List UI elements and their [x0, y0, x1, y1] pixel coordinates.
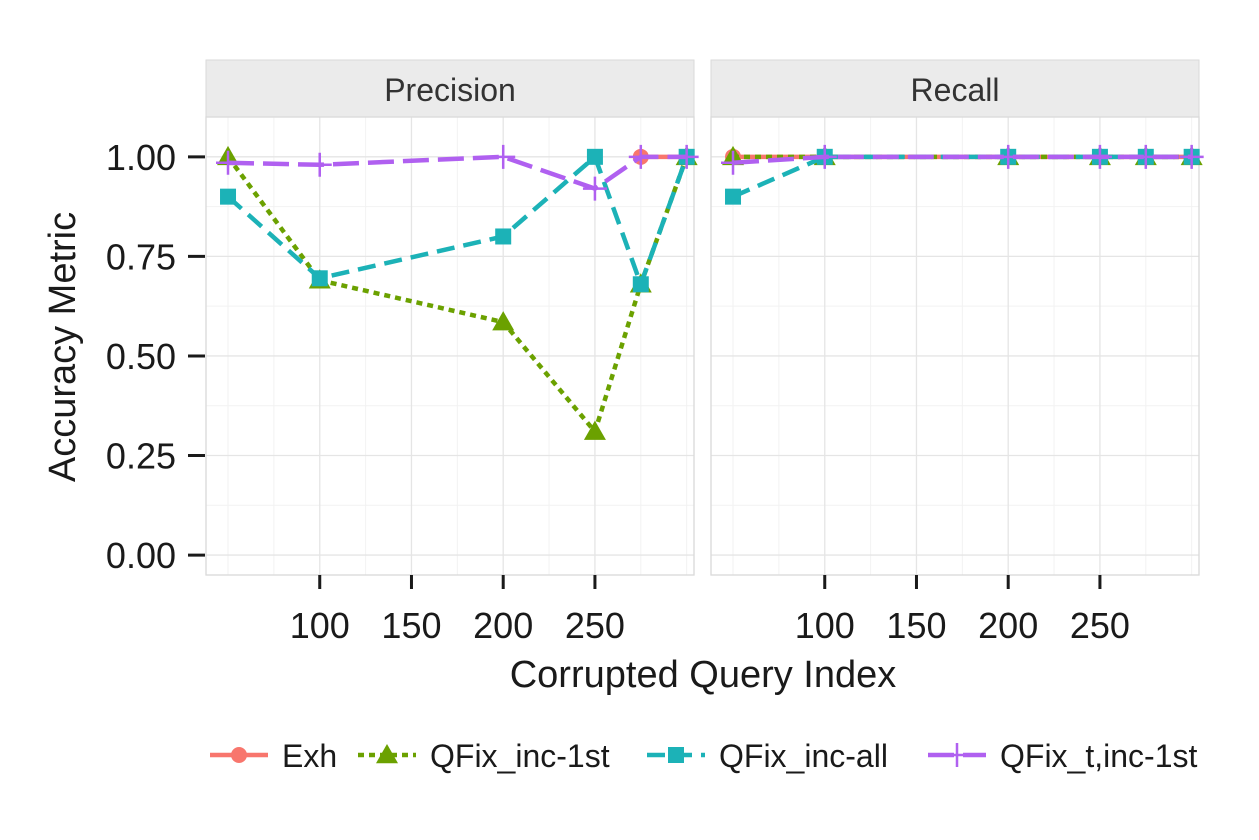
legend: Exh QFix_inc-1st QFix_inc-all QFix_t,inc-1s… — [210, 738, 1197, 774]
legend-item-exh: Exh — [210, 738, 337, 774]
data-point — [996, 144, 1021, 169]
data-point — [495, 228, 512, 245]
legend-item-qfix-inc-1st: QFix_inc-1st — [358, 738, 610, 774]
y-tick-label: 0.50 — [106, 336, 176, 377]
legend-key-marker — [376, 744, 398, 764]
legend-key-marker — [668, 747, 684, 763]
gridlines — [711, 117, 1199, 575]
data-point — [812, 144, 837, 169]
legend-label: QFix_inc-all — [719, 738, 888, 774]
x-tick-label: 100 — [290, 605, 350, 646]
x-axis: 100 150 200 250 — [795, 575, 1130, 646]
legend-key-marker — [945, 743, 969, 767]
series-qfix-t-inc-1st — [216, 144, 699, 201]
data-point — [1179, 144, 1204, 169]
facet-strip-label: Recall — [911, 72, 1000, 108]
series-line — [226, 155, 689, 434]
plot-area — [711, 117, 1199, 575]
plot-area — [206, 117, 694, 575]
data-point — [674, 144, 699, 169]
legend-item-qfix-inc-all: QFix_inc-all — [647, 738, 888, 774]
y-tick-label: 0.25 — [106, 436, 176, 477]
y-tick-label: 0.75 — [106, 236, 176, 277]
x-tick-label: 200 — [978, 605, 1038, 646]
data-point — [311, 270, 328, 287]
gridlines — [206, 117, 694, 575]
facet-strip — [205, 59, 695, 118]
data-point — [1087, 144, 1112, 169]
series-qfix-t-inc-1st — [721, 144, 1204, 175]
y-tick-label: 0.00 — [106, 535, 176, 576]
data-point — [491, 144, 516, 169]
y-axis-title: Accuracy Metric — [42, 212, 84, 482]
panel-recall: Recall 100 150 200 250 — [710, 59, 1204, 646]
data-point — [307, 152, 332, 177]
x-axis: 100 150 200 250 — [290, 575, 625, 646]
legend-item-qfix-t-inc-1st: QFix_t,inc-1st — [928, 738, 1197, 774]
data-point — [586, 148, 603, 165]
panel-border — [710, 116, 1200, 576]
facet-strip — [710, 59, 1200, 118]
data-point — [583, 420, 606, 440]
data-point — [220, 188, 237, 205]
y-tick-label: 1.00 — [106, 137, 176, 178]
panel-border — [205, 116, 695, 576]
x-tick-label: 250 — [1070, 605, 1130, 646]
legend-label: Exh — [282, 738, 337, 774]
x-tick-label: 200 — [473, 605, 533, 646]
x-axis-title: Corrupted Query Index — [510, 654, 897, 696]
facet-strip-label: Precision — [384, 72, 516, 108]
legend-label: QFix_inc-1st — [430, 738, 610, 774]
legend-key-marker — [231, 747, 247, 763]
data-point — [492, 311, 515, 331]
x-tick-label: 150 — [381, 605, 441, 646]
data-point — [721, 150, 746, 175]
data-point — [216, 150, 241, 175]
panel-precision: Precision 100 150 200 250 — [205, 59, 699, 646]
x-tick-label: 100 — [795, 605, 855, 646]
legend-label: QFix_t,inc-1st — [1000, 738, 1197, 774]
data-point — [725, 188, 742, 205]
data-point — [1133, 144, 1158, 169]
x-tick-label: 150 — [886, 605, 946, 646]
series-qfix-inc-all — [220, 148, 695, 293]
data-point — [632, 276, 649, 293]
data-point — [628, 144, 653, 169]
x-tick-label: 250 — [565, 605, 625, 646]
data-point — [582, 176, 607, 201]
y-axis: 0.00 0.25 0.50 0.75 1.00 — [106, 137, 205, 576]
panels: Precision 100 150 200 250 Recall 100 150 200 250 — [205, 59, 1204, 646]
